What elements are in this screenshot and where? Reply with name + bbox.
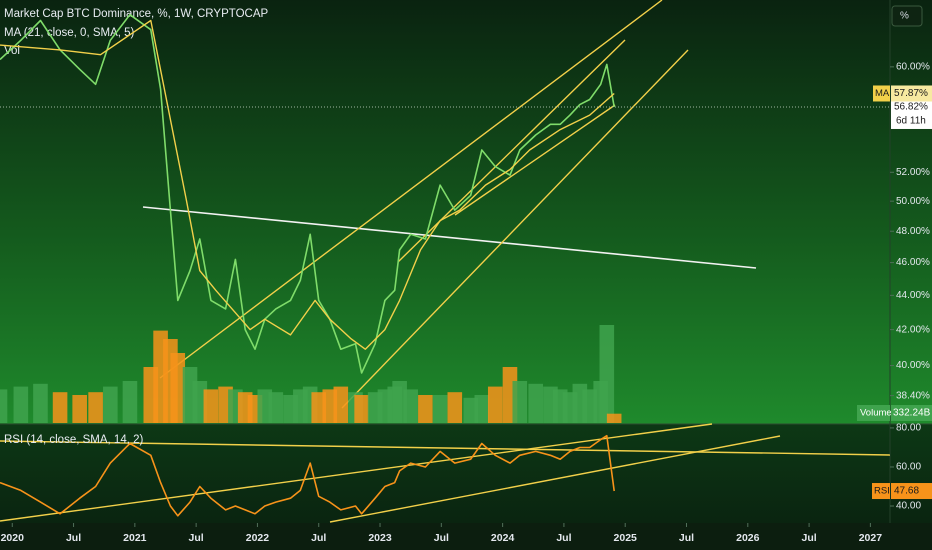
y-tick-label: 40.00 — [896, 501, 921, 512]
value-badge: 57.87% — [894, 88, 928, 99]
x-tick-label: 2020 — [1, 532, 25, 544]
x-tick-label: Jul — [189, 532, 204, 544]
volume-badge: 332.24B — [893, 408, 931, 419]
chart-title: Market Cap BTC Dominance, %, 1W, CRYPTOC… — [4, 8, 268, 20]
y-tick-label: 52.00% — [896, 167, 930, 178]
ma-legend: MA (21, close, 0, SMA, 5) — [4, 27, 135, 39]
volume-bar — [487, 386, 503, 423]
series-badge-tag-bg — [872, 483, 890, 500]
rsi-title: RSI (14, close, SMA, 14, 2) — [4, 434, 144, 446]
volume-bar — [52, 392, 68, 423]
volume-bar — [333, 386, 349, 423]
volume-bar — [0, 389, 8, 423]
volume-bar — [463, 397, 479, 423]
bar-countdown: 6d 11h — [896, 116, 926, 127]
trendline — [341, 49, 689, 409]
volume-bar — [72, 395, 87, 423]
series-badge-tag-bg — [873, 85, 890, 102]
volume-bar — [192, 381, 208, 423]
rsi-pane — [0, 424, 932, 524]
y-tick-label: 42.00% — [896, 324, 930, 335]
price-badge: 56.82% — [894, 102, 928, 113]
x-tick-label: Jul — [556, 532, 571, 544]
x-tick-label: 2025 — [614, 532, 638, 544]
indicator-line — [0, 19, 615, 350]
volume-bar — [322, 389, 338, 423]
volume-bar — [474, 395, 490, 423]
value-badge-bg — [891, 85, 932, 102]
trendline — [329, 435, 781, 523]
y-tick-label: 60.00% — [896, 61, 930, 72]
volume-bar — [512, 381, 528, 423]
y-tick-label: 48.00% — [896, 226, 930, 237]
series-badge-tag: MA — [875, 88, 890, 99]
volume-bar — [122, 381, 138, 423]
volume-bar — [103, 386, 118, 423]
x-tick-label: 2022 — [246, 532, 270, 544]
volume-badge-tag-bg — [857, 405, 890, 421]
scale-unit: % — [900, 11, 909, 22]
main-pane — [0, 0, 932, 424]
trendline — [454, 104, 616, 216]
value-badge: 47.68 — [894, 486, 919, 497]
x-tick-label: 2027 — [859, 532, 883, 544]
volume-bar — [88, 392, 103, 423]
indicator-line — [0, 434, 615, 517]
y-tick-label: 40.00% — [896, 360, 930, 371]
x-tick-label: 2024 — [491, 532, 515, 544]
y-tick-label: 60.00 — [896, 462, 921, 473]
volume-bar — [418, 395, 433, 423]
x-tick-label: Jul — [802, 532, 817, 544]
volume-bar — [13, 386, 29, 423]
time-axis — [0, 523, 932, 550]
trendline — [0, 440, 891, 456]
y-tick-label: 80.00 — [896, 423, 921, 434]
volume-bar — [582, 389, 597, 423]
x-tick-label: 2026 — [736, 532, 760, 544]
volume-bar — [354, 395, 369, 423]
x-tick-label: 2023 — [368, 532, 392, 544]
volume-bar — [170, 353, 186, 423]
price-badge-bg — [891, 98, 932, 129]
trendline — [142, 206, 757, 269]
volume-bar — [403, 389, 418, 423]
volume-bar — [311, 392, 327, 423]
x-tick-label: Jul — [679, 532, 694, 544]
trendlines — [0, 0, 891, 523]
x-tick-label: Jul — [66, 532, 81, 544]
x-tick-label: Jul — [311, 532, 326, 544]
value-badge-bg — [891, 483, 932, 500]
trendline — [397, 39, 626, 263]
y-tick-label: 50.00% — [896, 196, 930, 207]
y-tick-label: 38.40% — [896, 390, 930, 401]
volume-badge-tag: Volume — [860, 408, 892, 419]
volume-bar — [268, 392, 284, 423]
volume-bar — [432, 395, 448, 423]
trendline — [0, 423, 713, 522]
volume-bar — [33, 383, 48, 423]
vol-legend: Vol — [4, 45, 20, 57]
y-tick-label: 46.00% — [896, 257, 930, 268]
volume-bar — [203, 389, 219, 423]
x-tick-label: Jul — [434, 532, 449, 544]
volume-bar — [257, 389, 273, 423]
volume-bar — [447, 392, 463, 423]
volume-badge-bg — [891, 405, 932, 421]
y-tick-label: 44.00% — [896, 290, 930, 301]
scale-unit-button[interactable] — [891, 5, 923, 27]
volume-bar — [606, 413, 622, 423]
volume-bar — [528, 383, 544, 423]
volume-bar — [599, 325, 615, 423]
volume-bar — [392, 381, 407, 423]
x-tick-label: 2021 — [123, 532, 147, 544]
series-badge-tag: RSI — [874, 486, 890, 497]
